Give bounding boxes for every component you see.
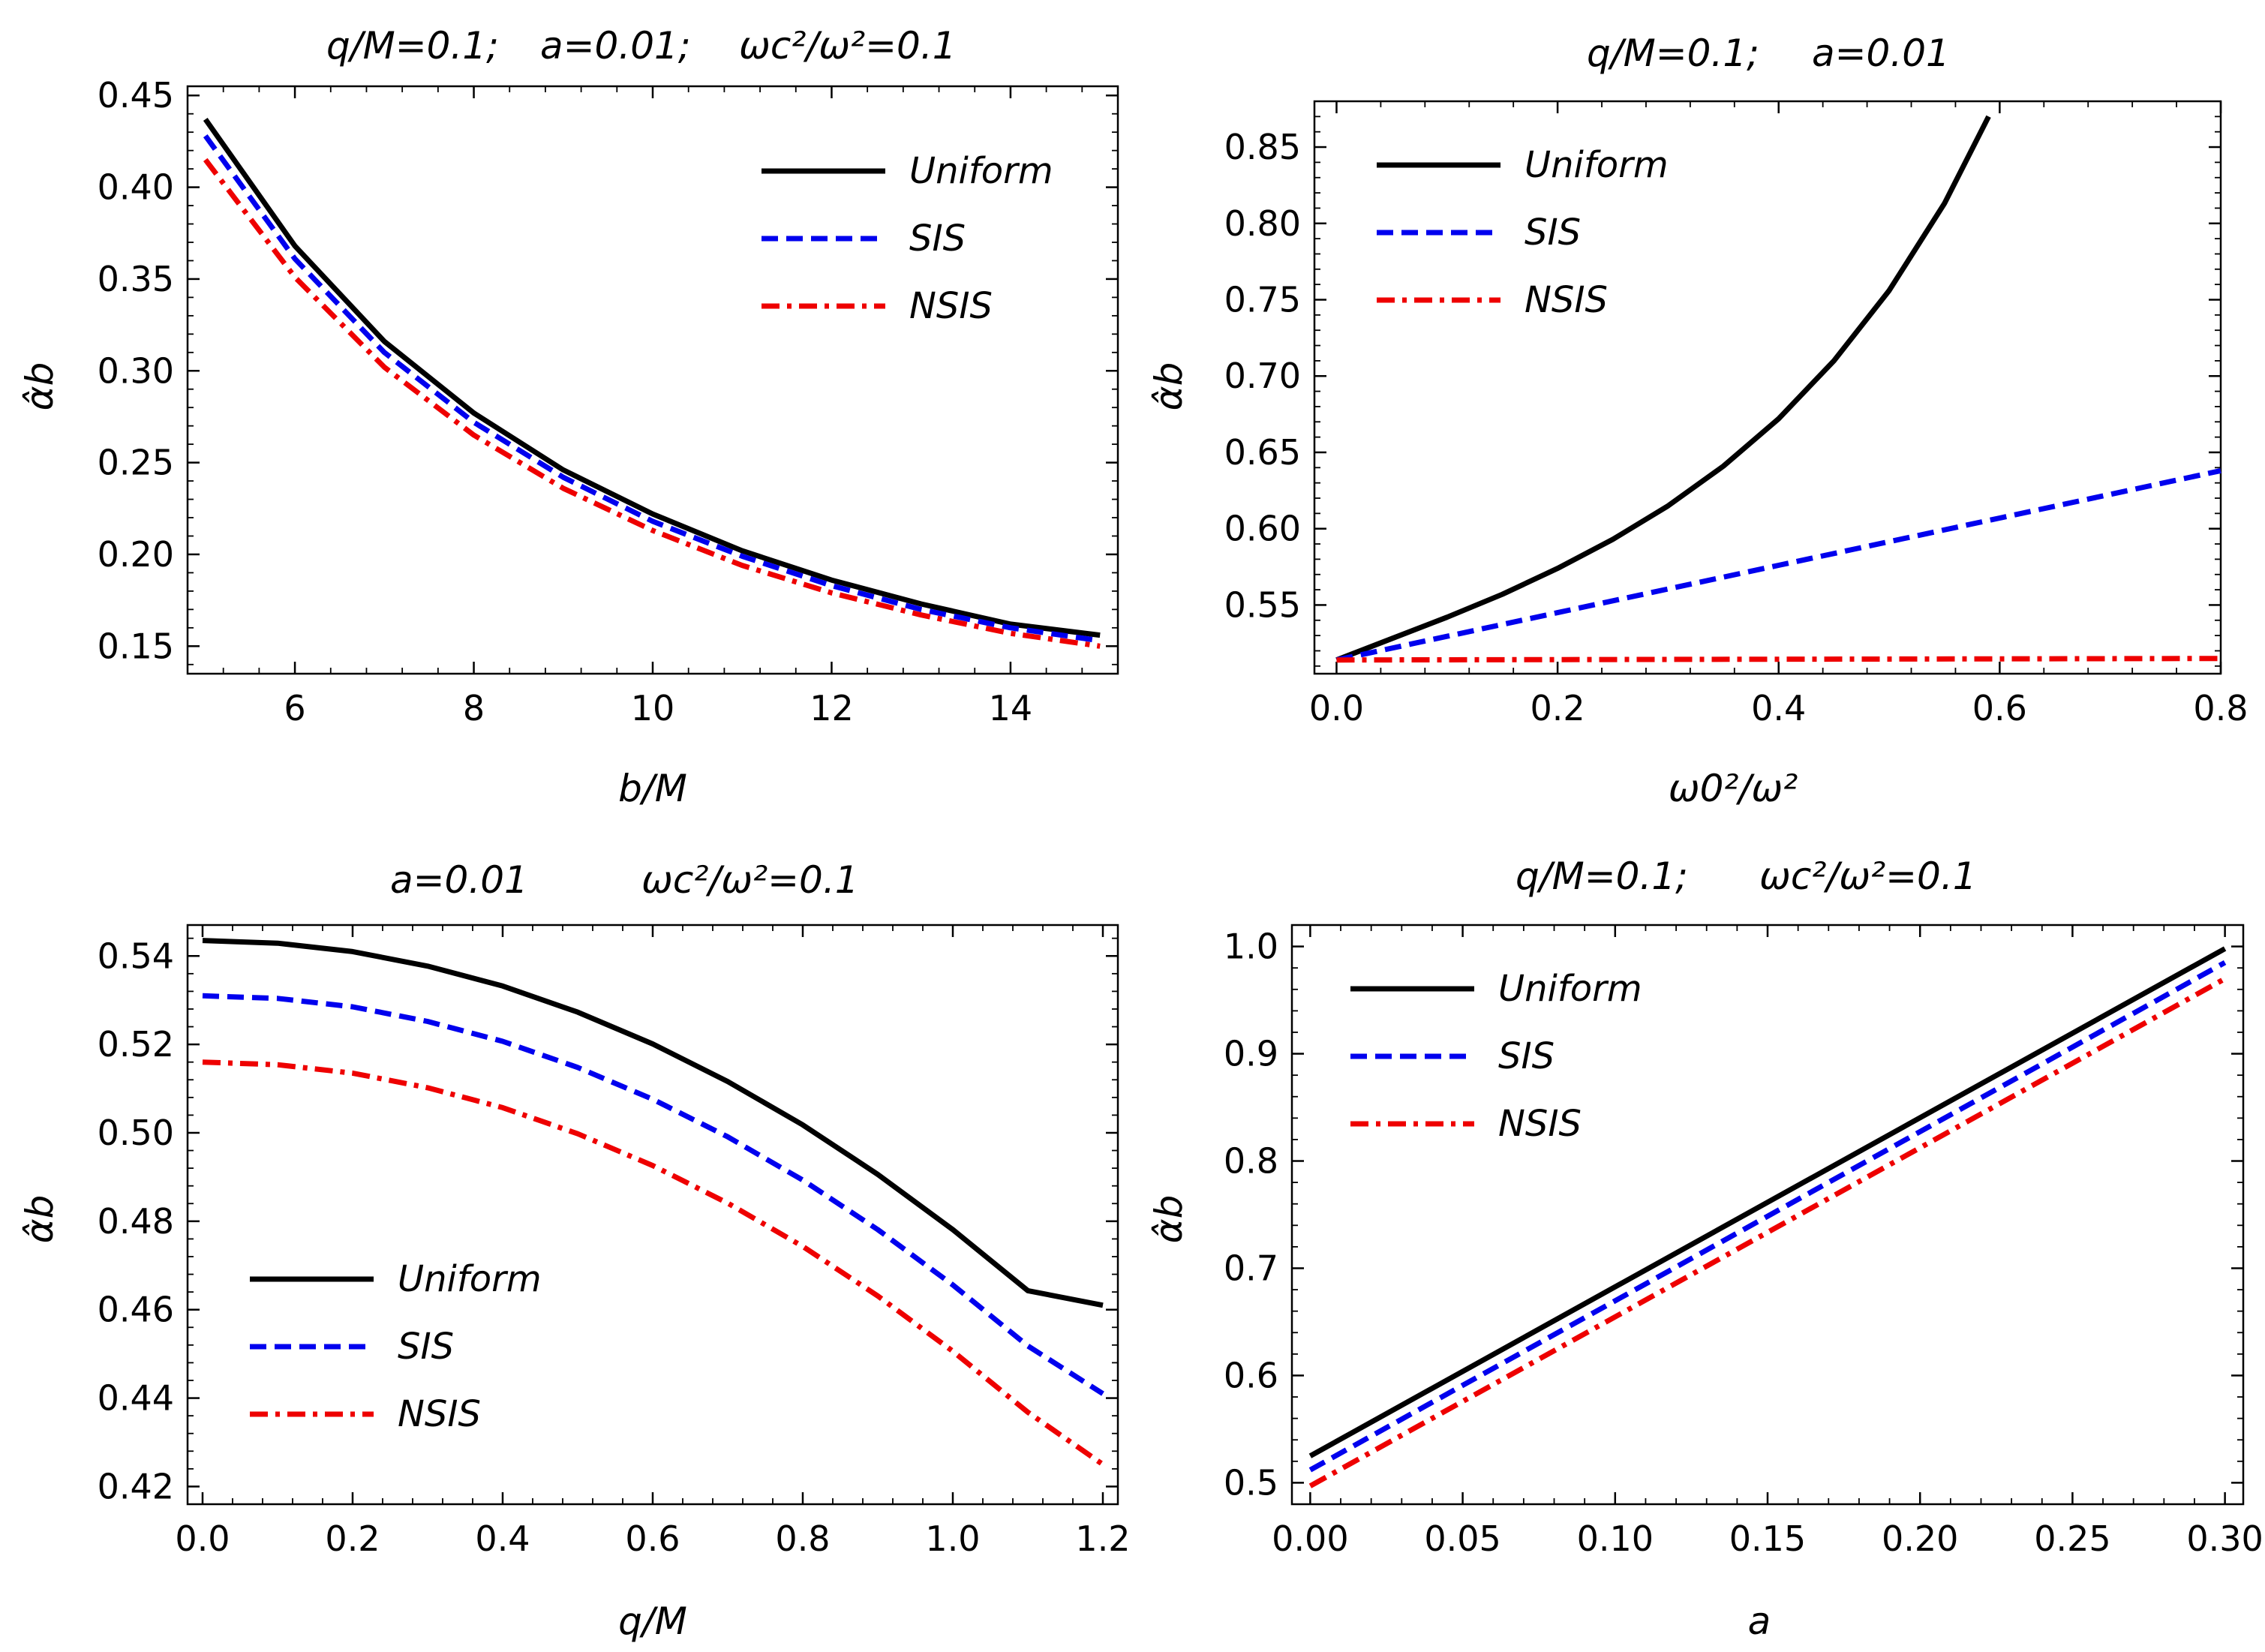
y-axis-label: α̂b: [1147, 1195, 1191, 1244]
y-tick-label: 0.9: [1224, 1034, 1278, 1074]
x-tick-label: 6: [284, 688, 305, 728]
y-tick-label: 0.6: [1224, 1355, 1278, 1395]
y-tick-label: 0.80: [1224, 203, 1301, 244]
y-tick-label: 0.7: [1224, 1248, 1278, 1288]
legend-label-uniform: Uniform: [1498, 968, 1642, 1010]
series-line-uniform: [1335, 115, 1991, 662]
legend-label-sis: SIS: [398, 1326, 454, 1368]
panel-title-part: a=0.01: [390, 858, 528, 902]
y-tick-label: 0.35: [98, 259, 174, 299]
x-tick-label: 0.4: [1751, 688, 1806, 728]
y-tick-label: 0.52: [98, 1024, 174, 1065]
x-tick-label: 0.6: [625, 1518, 680, 1559]
x-tick-label: 0.15: [1729, 1518, 1806, 1559]
panel-title-part: q/M=0.1;: [326, 24, 499, 68]
x-tick-label: 0.0: [175, 1518, 230, 1559]
panel-title-part: ωc²/ω²=0.1: [739, 24, 957, 68]
legend-label-sis: SIS: [1525, 212, 1581, 254]
panel-title-part: a=0.01: [1812, 32, 1950, 75]
plot-frame: [186, 924, 1119, 1506]
panel-title-part: q/M=0.1;: [1516, 855, 1688, 898]
legend-label-sis: SIS: [1498, 1035, 1555, 1077]
y-tick-label: 0.25: [98, 443, 174, 483]
panel-title-part: ωc²/ω²=0.1: [1759, 855, 1977, 898]
x-tick-label: 0.6: [1972, 688, 2027, 728]
y-tick-label: 0.30: [98, 350, 174, 391]
y-tick-label: 0.54: [98, 936, 174, 976]
plot-frame: [1313, 100, 2222, 675]
x-tick-label: 0.2: [1531, 688, 1585, 728]
x-axis-label: ω0²/ω²: [1669, 767, 1798, 810]
panel-title-part: q/M=0.1;: [1587, 32, 1759, 75]
series-line-uniform: [202, 938, 1104, 1308]
x-tick-label: 0.8: [775, 1518, 830, 1559]
legend-label-nsis: NSIS: [909, 285, 993, 327]
x-tick-label: 0.8: [2193, 688, 2248, 728]
x-tick-label: 14: [989, 688, 1033, 728]
y-tick-label: 0.5: [1224, 1462, 1278, 1503]
y-axis-label: α̂b: [18, 362, 62, 411]
x-tick-label: 0.4: [475, 1518, 530, 1559]
series-line-sis: [1335, 467, 2221, 663]
x-tick-label: 0.10: [1577, 1518, 1654, 1559]
series-line-uniform: [1308, 946, 2227, 1458]
y-tick-label: 0.50: [98, 1113, 174, 1153]
legend-label-nsis: NSIS: [398, 1393, 481, 1435]
series-line-nsis: [203, 158, 1101, 649]
x-tick-label: 0.00: [1272, 1518, 1348, 1559]
y-tick-label: 0.60: [1224, 509, 1301, 549]
y-tick-label: 0.85: [1224, 127, 1301, 167]
x-tick-label: 12: [810, 688, 854, 728]
x-axis-label: a: [1748, 1599, 1771, 1643]
x-tick-label: 0.20: [1882, 1518, 1958, 1559]
x-tick-label: 0.30: [2186, 1518, 2263, 1559]
y-tick-label: 1.0: [1224, 927, 1278, 967]
y-axis-label: α̂b: [1147, 362, 1191, 411]
series-line-nsis: [202, 1059, 1104, 1467]
legend-label-nsis: NSIS: [1525, 279, 1608, 321]
y-tick-label: 0.46: [98, 1290, 174, 1330]
series-line-sis: [202, 993, 1104, 1396]
legend-label-sis: SIS: [909, 218, 966, 260]
panel-bottom-right: q/M=0.1; ωc²/ω²=0.1 a α̂b 0.00 0.05 0.10 0.…: [1147, 855, 2263, 1643]
y-tick-label: 0.55: [1224, 584, 1301, 625]
y-axis-label: α̂b: [18, 1195, 62, 1244]
x-tick-label: 0.25: [2034, 1518, 2110, 1559]
series-line-uniform: [203, 117, 1101, 638]
y-tick-label: 0.45: [98, 75, 174, 116]
series-line-nsis: [1308, 976, 2227, 1488]
series-line-nsis: [1336, 656, 2221, 663]
x-tick-label: 1.2: [1075, 1518, 1130, 1559]
panel-title-part: ωc²/ω²=0.1: [641, 858, 859, 902]
x-tick-label: 0.0: [1309, 688, 1364, 728]
series-line-sis: [203, 134, 1101, 644]
panel-top-right: q/M=0.1; a=0.01 ω0²/ω² α̂b 0.0 0.2 0.4 0.6 0…: [1147, 32, 2248, 810]
legend-label-nsis: NSIS: [1498, 1103, 1582, 1145]
y-tick-label: 0.8: [1224, 1141, 1278, 1182]
x-tick-label: 8: [463, 688, 485, 728]
y-tick-label: 0.65: [1224, 432, 1301, 473]
x-axis-label: b/M: [618, 767, 687, 810]
series-line-sis: [1308, 960, 2227, 1473]
x-tick-label: 1.0: [925, 1518, 980, 1559]
x-tick-label: 0.05: [1424, 1518, 1500, 1559]
y-tick-label: 0.44: [98, 1378, 174, 1419]
y-tick-label: 0.70: [1224, 356, 1301, 396]
y-tick-label: 0.42: [98, 1466, 174, 1506]
y-tick-label: 0.48: [98, 1201, 174, 1242]
panel-title-part: a=0.01;: [540, 24, 691, 68]
panel-top-left: q/M=0.1; a=0.01; ωc²/ω²=0.1 b/M α̂b 6 8 10…: [18, 24, 1119, 810]
y-tick-label: 0.15: [98, 626, 174, 666]
x-tick-label: 10: [631, 688, 675, 728]
legend-label-uniform: Uniform: [1525, 144, 1669, 186]
y-tick-label: 0.40: [98, 167, 174, 208]
legend-label-uniform: Uniform: [909, 150, 1053, 192]
panel-bottom-left: a=0.01 ωc²/ω²=0.1 q/M α̂b 0.0 0.2 0.4 0.6 0.…: [18, 858, 1131, 1643]
x-tick-label: 0.2: [325, 1518, 380, 1559]
y-tick-label: 0.20: [98, 534, 174, 575]
legend-label-uniform: Uniform: [398, 1258, 542, 1300]
x-axis-label: q/M: [618, 1599, 687, 1643]
y-tick-label: 0.75: [1224, 280, 1301, 320]
